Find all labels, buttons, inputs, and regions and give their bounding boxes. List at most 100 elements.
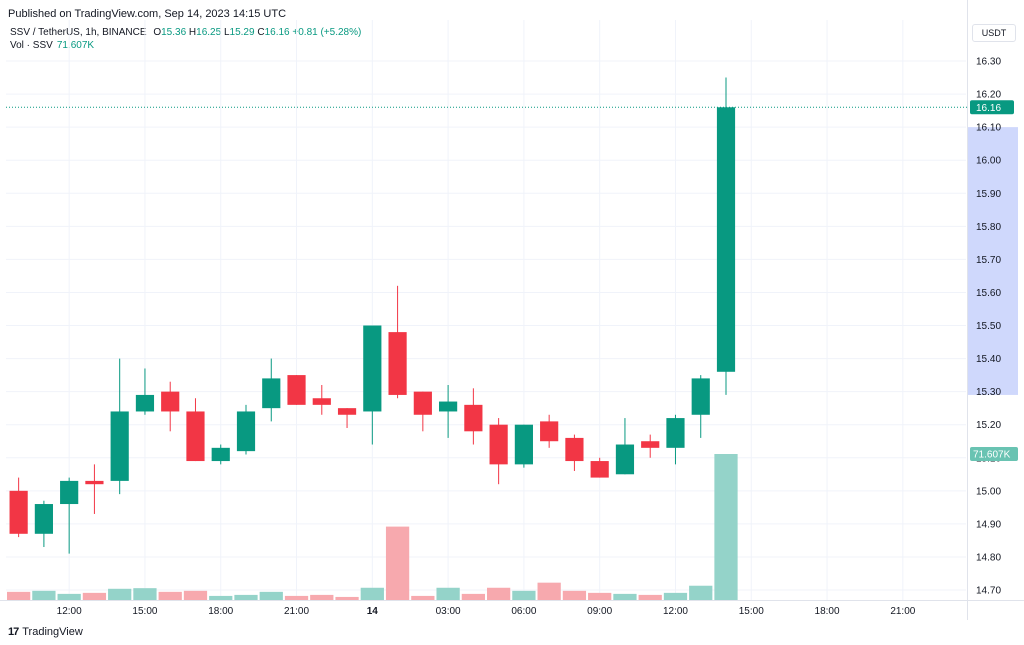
candle-body[interactable] <box>337 408 357 415</box>
candle-body[interactable] <box>363 325 382 412</box>
volume-bar <box>562 590 587 600</box>
volume-bar <box>158 591 182 600</box>
low-label: L <box>223 27 230 38</box>
candle-body[interactable] <box>9 490 28 534</box>
volume-bar <box>7 591 31 600</box>
y-tick-label: 14.90 <box>976 519 1001 530</box>
volume-bar <box>335 596 359 600</box>
brand-name: TradingView <box>22 626 83 638</box>
candle-body[interactable] <box>464 404 483 432</box>
candle-body[interactable] <box>716 107 736 372</box>
candle-body[interactable] <box>110 411 129 481</box>
volume-bar <box>82 592 107 600</box>
volume-label[interactable]: Vol · SSV <box>10 40 53 51</box>
published-note: Published on TradingView.com, Sep 14, 20… <box>8 8 287 20</box>
tradingview-logo-icon: 17 <box>8 626 19 638</box>
x-tick-label: 14 <box>367 606 379 617</box>
candle-body[interactable] <box>135 394 155 412</box>
y-tick-label: 16.00 <box>976 156 1001 167</box>
volume-bar <box>57 593 81 600</box>
close-value: 16.16 <box>264 27 290 38</box>
volume-bar <box>209 595 233 600</box>
candle-body[interactable] <box>186 411 205 462</box>
volume-bar <box>613 593 637 600</box>
x-tick-label: 15:00 <box>739 606 764 617</box>
candle-body[interactable] <box>312 398 331 405</box>
x-tick-label: 03:00 <box>436 606 461 617</box>
volume-value: 71.607K <box>56 40 95 51</box>
candle-body[interactable] <box>514 424 533 465</box>
last-price-label: 16.16 <box>976 103 1001 114</box>
candle-body[interactable] <box>85 480 104 485</box>
x-tick-label: 06:00 <box>511 606 536 617</box>
volume-bar <box>108 588 132 600</box>
change-value: +0.81 (+5.28%) <box>292 27 362 38</box>
candle-body[interactable] <box>590 461 609 478</box>
candle-body[interactable] <box>565 437 584 462</box>
y-tick-label: 15.40 <box>976 354 1001 365</box>
candle-body[interactable] <box>161 391 180 412</box>
symbol-legend: SSV / TetherUS, 1h, BINANCE O15.36 H16.2… <box>10 26 361 39</box>
last-price-tag <box>970 100 1014 115</box>
x-tick-label: 18:00 <box>815 606 840 617</box>
y-tick-label: 16.10 <box>976 123 1001 134</box>
candle-body[interactable] <box>666 418 685 448</box>
tradingview-brand[interactable]: 17 TradingView <box>8 626 83 638</box>
volume-bar <box>638 594 662 600</box>
y-tick-label: 14.80 <box>976 552 1001 563</box>
currency-button[interactable]: USDT <box>972 24 1016 42</box>
candle-body[interactable] <box>439 401 458 412</box>
candle-body[interactable] <box>34 504 53 534</box>
y-tick-label: 15.20 <box>976 420 1001 431</box>
y-tick-label: 14.70 <box>976 586 1001 597</box>
high-label: H <box>188 27 197 38</box>
open-label: O <box>153 27 162 38</box>
candle-body[interactable] <box>540 421 559 442</box>
candle-body[interactable] <box>413 391 432 415</box>
y-tick-label: 15.50 <box>976 321 1001 332</box>
volume-bar <box>689 585 713 600</box>
candle-body[interactable] <box>641 441 660 448</box>
candle-body[interactable] <box>691 378 710 415</box>
close-label: C <box>257 27 265 38</box>
low-value: 15.29 <box>229 27 255 38</box>
x-tick-label: 15:00 <box>132 606 157 617</box>
volume-bar <box>234 594 258 600</box>
volume-bar <box>360 587 384 600</box>
volume-bar <box>487 587 511 600</box>
volume-bar <box>310 594 334 600</box>
y-tick-label: 16.20 <box>976 90 1001 101</box>
volume-bar <box>385 526 410 600</box>
volume-bar <box>411 595 435 600</box>
volume-bar <box>259 591 283 600</box>
volume-tag-label: 71.607K <box>973 450 1011 461</box>
x-tick-label: 09:00 <box>587 606 612 617</box>
candle-body[interactable] <box>388 332 407 395</box>
y-tick-label: 15.60 <box>976 288 1001 299</box>
volume-bar <box>461 593 485 600</box>
candle-body[interactable] <box>236 411 256 452</box>
open-value: 15.36 <box>161 27 187 38</box>
y-tick-label: 15.90 <box>976 189 1001 200</box>
candle-body[interactable] <box>489 424 508 465</box>
y-tick-label: 16.30 <box>976 57 1001 68</box>
candle-body[interactable] <box>615 444 635 475</box>
candle-body[interactable] <box>60 480 79 505</box>
symbol-label[interactable]: SSV / TetherUS, 1h, BINANCE <box>10 27 147 38</box>
volume-bar <box>436 587 460 600</box>
candle-body[interactable] <box>211 447 230 462</box>
x-tick-label: 12:00 <box>663 606 688 617</box>
candle-body[interactable] <box>287 375 306 405</box>
volume-bar <box>133 588 157 600</box>
candle-body[interactable] <box>262 378 281 409</box>
volume-bar <box>32 590 56 600</box>
x-tick-label: 18:00 <box>208 606 233 617</box>
y-tick-label: 15.70 <box>976 255 1001 266</box>
y-tick-label: 15.30 <box>976 387 1001 398</box>
volume-bar <box>537 582 561 600</box>
volume-bar <box>588 592 612 600</box>
volume-bar <box>512 590 536 600</box>
x-tick-label: 21:00 <box>890 606 915 617</box>
volume-bar <box>714 454 738 600</box>
